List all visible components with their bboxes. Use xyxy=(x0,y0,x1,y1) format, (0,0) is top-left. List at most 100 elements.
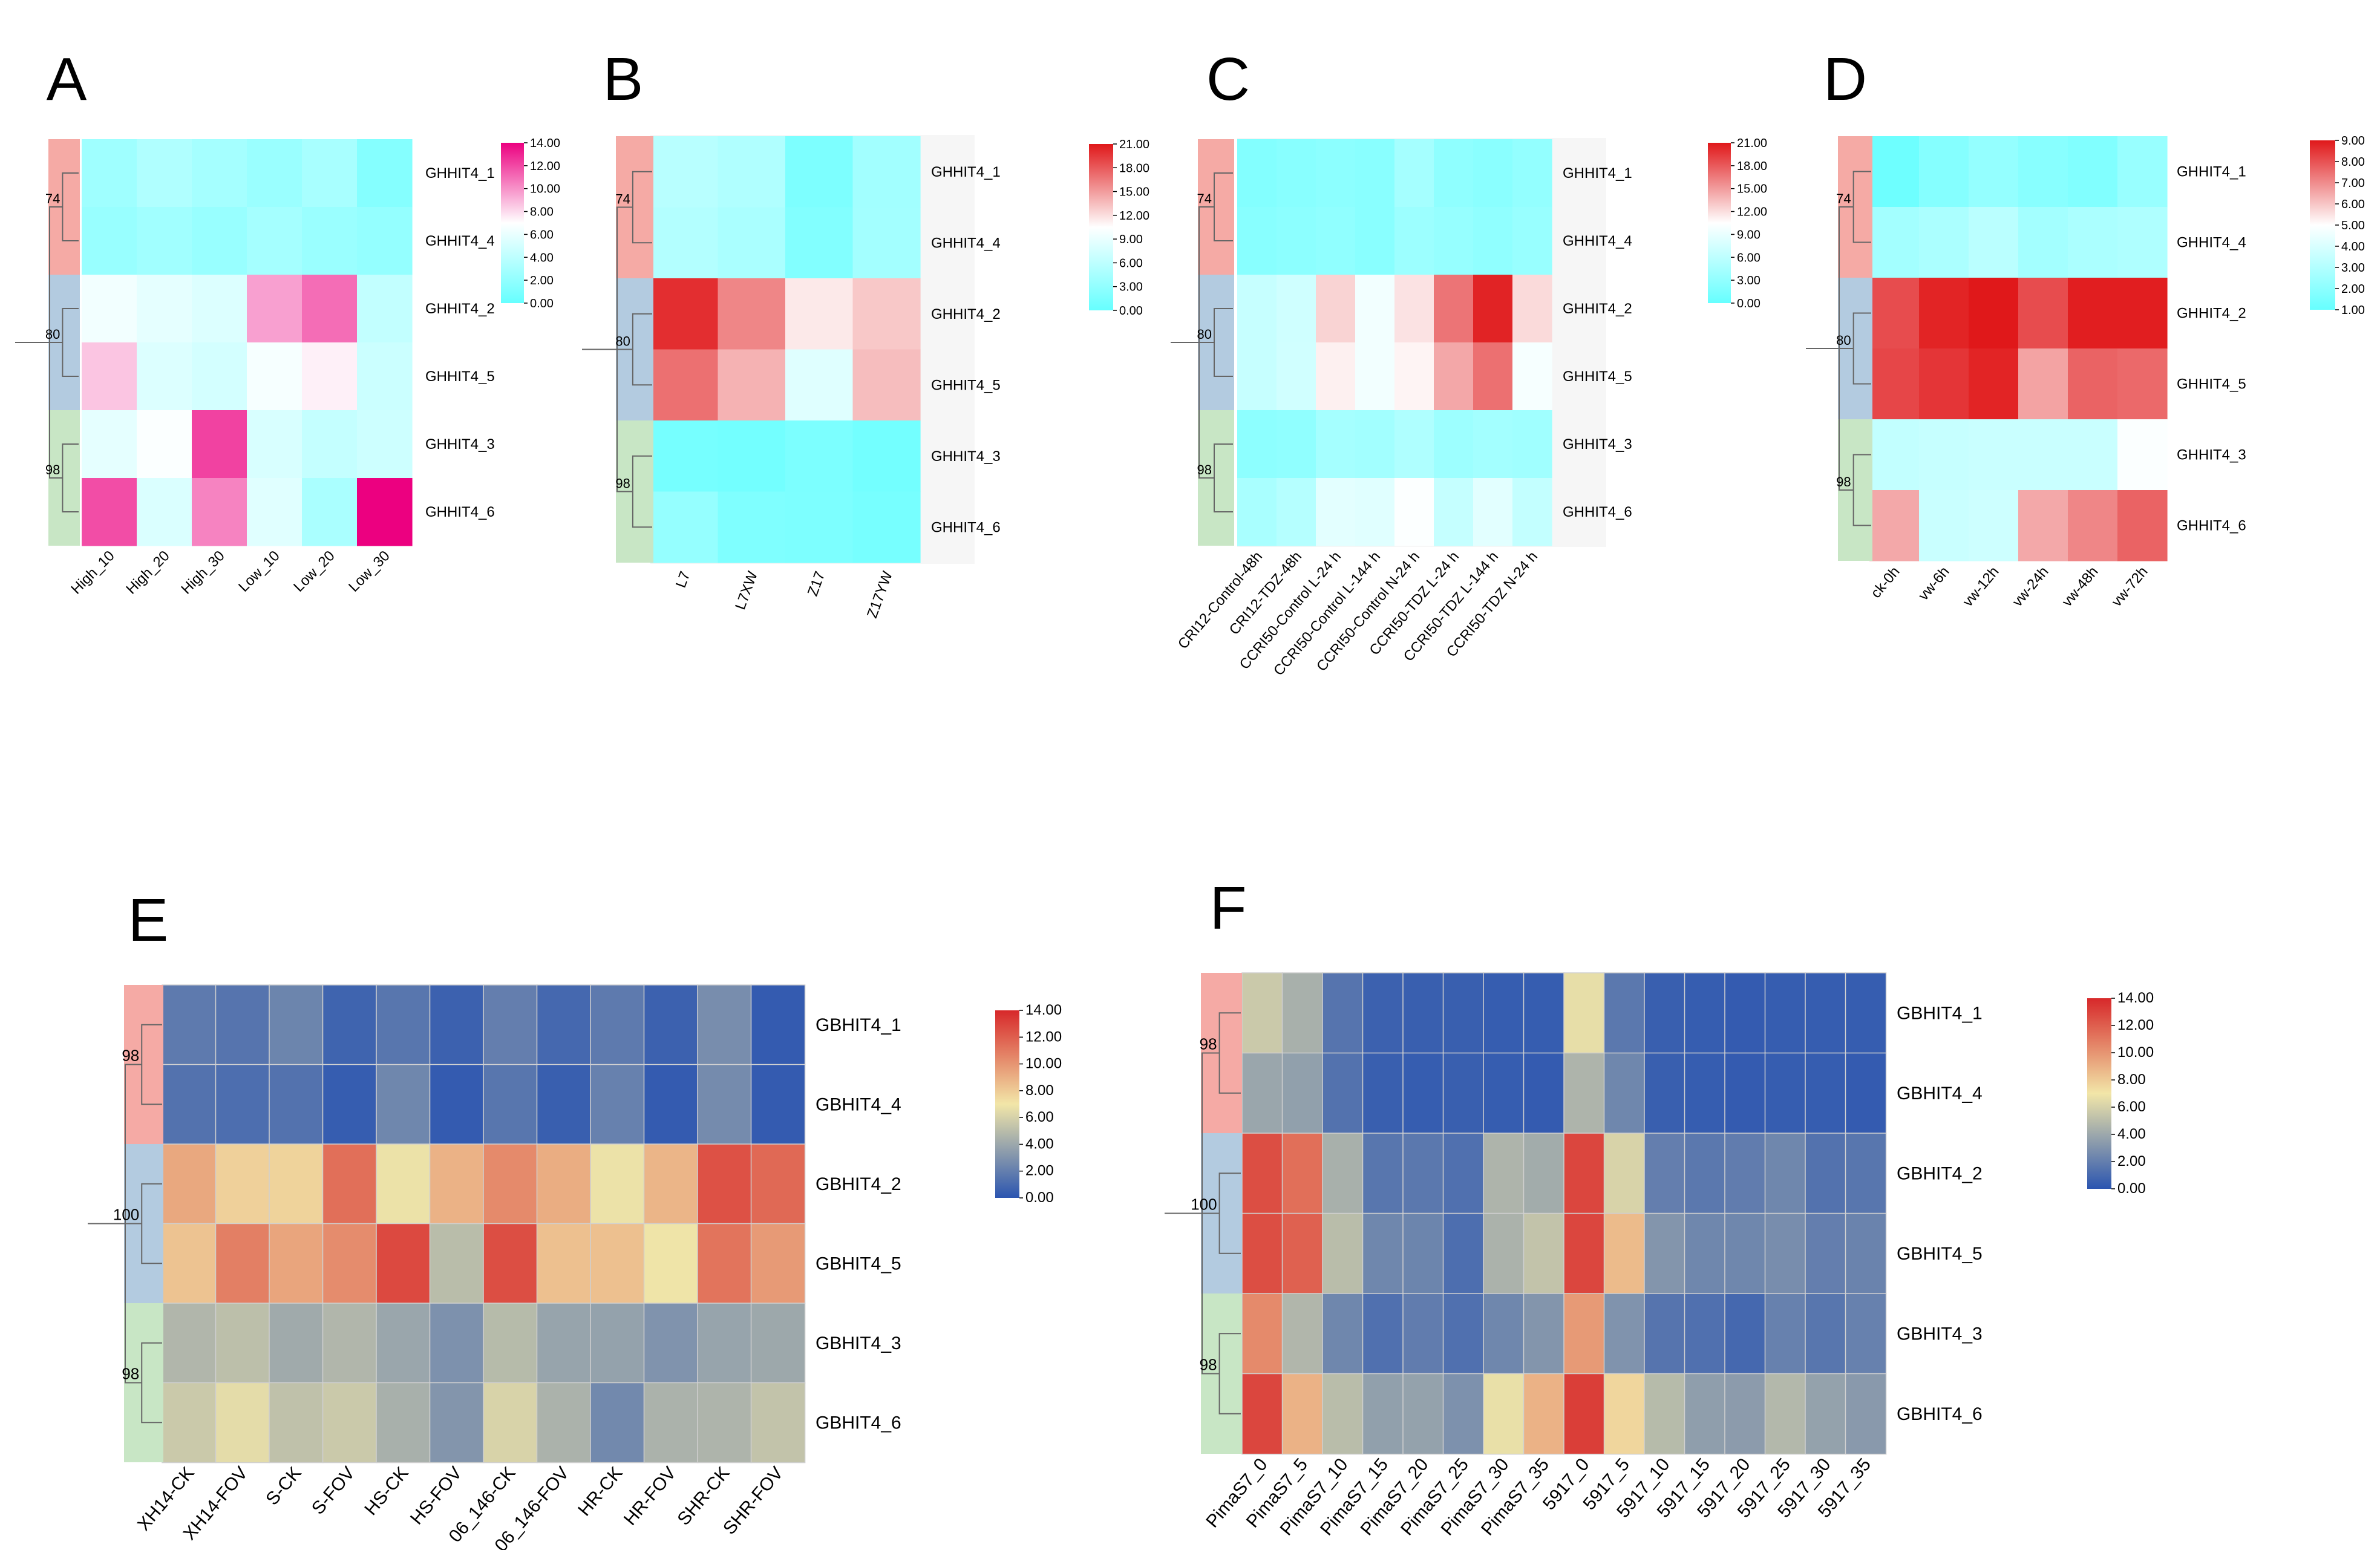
heatmap-cell xyxy=(718,349,786,421)
heatmap-cell xyxy=(1277,139,1316,208)
legend-tick-label: 18.00 xyxy=(1737,160,1767,173)
heatmap-cell xyxy=(697,1064,752,1145)
heatmap-cell xyxy=(852,420,921,492)
column-label: L7 xyxy=(673,569,694,590)
heatmap-cell xyxy=(247,207,302,275)
heatmap-cell xyxy=(643,1064,699,1145)
dendrogram xyxy=(1171,172,1233,512)
heatmap-cell xyxy=(1512,410,1552,479)
heatmap-cell xyxy=(215,1143,270,1225)
heatmap-cell xyxy=(2068,348,2118,420)
heatmap-cell xyxy=(137,207,192,275)
heatmap-cell xyxy=(536,1382,592,1463)
heatmap-cell xyxy=(536,1223,592,1304)
row-label: GHHIT4_2 xyxy=(1563,301,1632,317)
heatmap-cell xyxy=(1434,478,1474,546)
column-label: Low_30 xyxy=(345,548,393,595)
legend-tick-label: 12.00 xyxy=(1119,209,1149,223)
row-label: GHHIT4_3 xyxy=(2177,447,2246,463)
heatmap-cell xyxy=(1281,1052,1324,1134)
legend-tick-label: 9.00 xyxy=(1737,228,1760,241)
heatmap-cell xyxy=(1362,1212,1404,1295)
heatmap-cell xyxy=(162,1143,217,1225)
heatmap-cell xyxy=(1402,1052,1444,1134)
heatmap-cell xyxy=(1241,1052,1283,1134)
column-label: vw-48h xyxy=(2059,564,2101,610)
heatmap-cell xyxy=(1969,207,2019,278)
panel-c: C GHHIT4_1 GHHIT4_4 GHHIT4_2 GHHIT4_5 GHHIT4_… xyxy=(1171,45,1767,679)
row-label: GBHIT4_5 xyxy=(1897,1244,1983,1264)
heatmap-cell xyxy=(1394,139,1434,208)
heatmap-cell xyxy=(1316,139,1356,208)
legend-tick-label: 4.00 xyxy=(1025,1136,1054,1152)
panel-f: F GBHIT4_1 GBHIT4_4 GBHIT4_2 GBHIT4_5 GBHIT4_… xyxy=(1165,874,2154,1539)
heatmap-cell xyxy=(1483,1373,1525,1455)
heatmap-cell xyxy=(1483,972,1525,1054)
heatmap-cell xyxy=(1919,136,1969,208)
heatmap-cell xyxy=(1402,1133,1444,1214)
heatmap-cell xyxy=(302,410,358,479)
bootstrap-label: 80 xyxy=(1836,333,1851,348)
heatmap-cell xyxy=(1241,1373,1283,1455)
heatmap-cell xyxy=(1603,1133,1646,1214)
legend-tick-label: 6.00 xyxy=(1737,251,1760,264)
heatmap-cell xyxy=(718,207,786,279)
heatmap-cell xyxy=(215,1064,270,1145)
heatmap-cell xyxy=(1764,1293,1806,1375)
column-label: High_30 xyxy=(178,548,227,597)
row-label: GBHIT4_4 xyxy=(1897,1084,1983,1104)
heatmap-cell xyxy=(1322,1133,1364,1214)
heatmap-cell xyxy=(2068,136,2118,208)
heatmap-cell xyxy=(1355,342,1395,411)
heatmap-cell xyxy=(302,342,358,411)
heatmap-cells xyxy=(82,139,413,546)
column-label: Low_20 xyxy=(290,548,338,595)
legend-tick-label: 12.00 xyxy=(1025,1028,1062,1045)
legend-tick-label: 18.00 xyxy=(1119,162,1149,175)
heatmap-cell xyxy=(357,410,413,479)
column-label: vw-72h xyxy=(2108,564,2151,610)
heatmap-cell xyxy=(247,139,302,208)
row-label: GBHIT4_4 xyxy=(816,1094,901,1114)
heatmap-cell xyxy=(82,342,137,411)
heatmap-cell xyxy=(82,139,137,208)
heatmap-cell xyxy=(483,1223,538,1304)
heatmap-cell xyxy=(1442,1212,1485,1295)
colorscale-legend: 14.00 12.00 10.00 8.00 6.00 4.00 2.00 0.00 xyxy=(2087,990,2154,1197)
heatmap-cell xyxy=(1316,410,1356,479)
heatmap-cell xyxy=(1473,275,1513,343)
heatmap-cell xyxy=(1281,1133,1324,1214)
heatmap-cell xyxy=(643,984,699,1065)
row-label: GHHIT4_4 xyxy=(931,235,1001,251)
column-label: S-CK xyxy=(262,1463,305,1509)
heatmap-cell xyxy=(1394,207,1434,275)
heatmap-cells xyxy=(162,984,806,1463)
colorscale-legend: 21.00 18.00 15.00 12.00 9.00 6.00 3.00 0.00 xyxy=(1708,137,1767,310)
heatmap-cell xyxy=(2018,348,2068,420)
heatmap-cell xyxy=(1869,419,1920,491)
heatmap-cell xyxy=(1684,1212,1726,1295)
heatmap-cell xyxy=(1563,1133,1605,1214)
row-label: GHHIT4_1 xyxy=(1563,165,1632,181)
panel-d: D GHHIT4_1 GHHIT4_4 GHHIT4_2 GHHIT4_5 GHHIT4_… xyxy=(1806,45,2365,610)
heatmap-cell xyxy=(1563,1212,1605,1295)
column-label: S-FOV xyxy=(308,1463,359,1518)
heatmap-cell xyxy=(247,410,302,479)
heatmap-cell xyxy=(643,1303,699,1384)
bootstrap-label: 74 xyxy=(615,192,630,207)
heatmap-cell xyxy=(1402,1293,1444,1375)
panel-b: B GHHIT4_1 GHHIT4_4 GHHIT4_2 GHHIT4_5 GHHIT4_… xyxy=(582,45,1149,620)
legend-tick-label: 6.00 xyxy=(2341,198,2365,211)
heatmap-cell xyxy=(322,1143,378,1225)
heatmap-cell xyxy=(376,1382,431,1463)
heatmap-cell xyxy=(1237,478,1277,546)
legend-tick-label: 0.00 xyxy=(2117,1180,2146,1197)
heatmap-cell xyxy=(1563,972,1605,1054)
legend-tick-label: 3.00 xyxy=(2341,261,2365,275)
heatmap-cells xyxy=(1237,139,1552,546)
column-label: HR-FOV xyxy=(620,1463,680,1529)
column-label: Z17YW xyxy=(864,569,896,620)
heatmap-cell xyxy=(215,1382,270,1463)
heatmap-cell xyxy=(1919,490,1969,561)
heatmap-cell xyxy=(247,478,302,546)
